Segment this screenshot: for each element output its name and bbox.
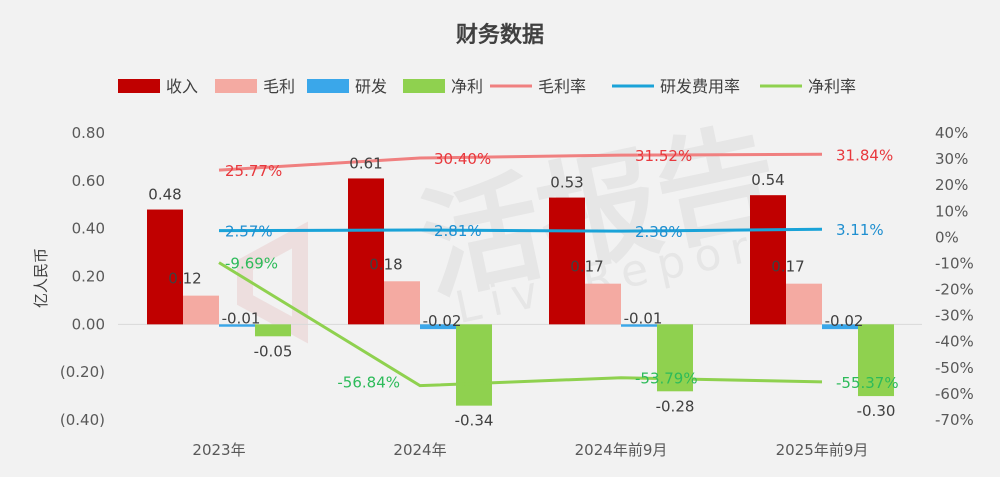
legend: 收入 毛利 研发 净利 毛利率 研发费用率 净利率 [118, 77, 856, 96]
series-line [218, 227, 823, 233]
y2-tick-label: -50% [935, 359, 974, 377]
legend-label: 研发费用率 [660, 77, 740, 96]
bar-data-label: 0.54 [751, 171, 784, 189]
legend-swatch [215, 79, 257, 93]
bar-series [147, 178, 894, 406]
line-data-label: 3.11% [836, 221, 884, 239]
bar-data-label: 0.17 [771, 258, 804, 276]
line-data-label: -9.69% [225, 255, 278, 273]
legend-label: 净利 [451, 77, 483, 96]
y2-tick-label: 40% [935, 124, 968, 142]
line-data-label: 31.52% [635, 147, 692, 165]
y2-tick-label: -40% [935, 333, 974, 351]
bar [219, 324, 255, 327]
line-series [218, 152, 823, 388]
bar [750, 195, 786, 325]
legend-label: 收入 [166, 77, 198, 96]
y-tick-label: (0.40) [60, 411, 105, 429]
bar-data-label: -0.02 [423, 312, 462, 330]
y-tick-label: 0.20 [72, 268, 105, 286]
y-tick-label: 0.80 [72, 124, 105, 142]
bar [621, 324, 657, 327]
x-tick-label: 2024年前9月 [575, 441, 668, 459]
bar [348, 178, 384, 325]
line-data-label: 31.84% [836, 146, 893, 164]
chart-title: 财务数据 [456, 22, 544, 48]
bar-data-label: 0.17 [570, 258, 603, 276]
line-data-label: -55.37% [836, 374, 899, 392]
bar-data-label: -0.02 [825, 312, 864, 330]
bar [147, 209, 183, 325]
bar-data-label: 0.48 [148, 186, 181, 204]
bar-data-label: 0.61 [349, 154, 382, 172]
bar [858, 324, 894, 397]
bar-data-label: 0.53 [550, 174, 583, 192]
line-data-label: 2.57% [225, 223, 273, 241]
series-line [218, 261, 823, 388]
legend-label: 毛利率 [538, 77, 586, 96]
y2-tick-label: -20% [935, 281, 974, 299]
bar-data-label: 0.18 [369, 255, 402, 273]
bar-data-label: 0.12 [168, 270, 201, 288]
line-data-label: 2.38% [635, 223, 683, 241]
y2-tick-label: 20% [935, 176, 968, 194]
bar [456, 324, 492, 406]
legend-swatch [403, 79, 445, 93]
bar [384, 281, 420, 325]
x-tick-label: 2025年前9月 [776, 441, 869, 459]
y-tick-label: 0.40 [72, 220, 105, 238]
line-data-label: 30.40% [434, 150, 491, 168]
bar [549, 197, 585, 325]
line-data-label: -56.84% [337, 374, 400, 392]
line-data-label: -53.79% [635, 370, 698, 388]
y2-tick-label: -10% [935, 254, 974, 272]
bar-data-label: -0.05 [254, 342, 293, 360]
legend-swatch [307, 79, 349, 93]
bar [822, 324, 858, 330]
y-tick-label: 0.60 [72, 172, 105, 190]
y-axis-label: 亿人民币 [32, 248, 50, 308]
y2-tick-label: -30% [935, 307, 974, 325]
y2-tick-label: -70% [935, 411, 974, 429]
y-tick-label: 0.00 [72, 315, 105, 333]
legend-label: 毛利 [263, 77, 295, 96]
line-data-label: 25.77% [225, 162, 282, 180]
bar [786, 283, 822, 325]
bar-data-label: -0.34 [455, 412, 494, 430]
legend-swatch [118, 79, 160, 93]
data-labels: 0.48 0.61 0.53 0.54 0.12 0.18 0.17 0.17 -0.01 -0.… [148, 146, 898, 429]
x-tick-label: 2023年 [192, 441, 245, 459]
line-data-label: 2.81% [434, 222, 482, 240]
axes: 0.80 0.60 0.40 0.20 0.00 (0.20) (0.40) 40% 30% 20… [60, 124, 974, 459]
series-line [218, 152, 823, 172]
y-tick-label: (0.20) [60, 363, 105, 381]
x-tick-label: 2024年 [393, 441, 446, 459]
y2-tick-label: 30% [935, 150, 968, 168]
bar [183, 295, 219, 325]
legend-label: 研发 [355, 77, 387, 96]
y2-tick-label: 0% [935, 228, 959, 246]
bar [255, 324, 291, 337]
y2-tick-label: -60% [935, 385, 974, 403]
legend-label: 净利率 [808, 77, 856, 96]
bar [420, 324, 456, 330]
bar-data-label: -0.28 [656, 397, 695, 415]
bar-data-label: -0.30 [857, 402, 896, 420]
bar-data-label: -0.01 [624, 310, 663, 328]
bar-data-label: -0.01 [222, 310, 261, 328]
bar [585, 283, 621, 325]
y2-tick-label: 10% [935, 202, 968, 220]
